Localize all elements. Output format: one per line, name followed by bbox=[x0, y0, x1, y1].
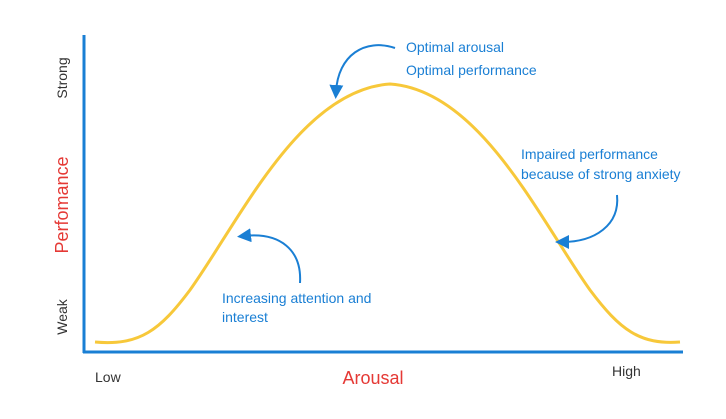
right-note: Impaired performance bbox=[521, 146, 658, 162]
x-right-label: High bbox=[612, 363, 641, 379]
left-note: Increasing attention and bbox=[222, 290, 371, 306]
right-note: because of strong anxiety bbox=[521, 166, 681, 182]
y-bottom-label: Weak bbox=[54, 298, 70, 335]
y-axis-title: Perfomance bbox=[52, 156, 72, 253]
left-note: interest bbox=[222, 309, 268, 325]
peak-arrow bbox=[329, 44, 396, 99]
y-top-label: Strong bbox=[54, 57, 70, 98]
x-axis-title: Arousal bbox=[342, 368, 403, 388]
x-left-label: Low bbox=[95, 369, 122, 385]
left-arrow bbox=[237, 228, 302, 284]
right-arrow bbox=[555, 194, 619, 249]
peak-note: Optimal performance bbox=[406, 62, 537, 78]
performance-curve bbox=[94, 82, 681, 345]
peak-note: Optimal arousal bbox=[406, 39, 504, 55]
